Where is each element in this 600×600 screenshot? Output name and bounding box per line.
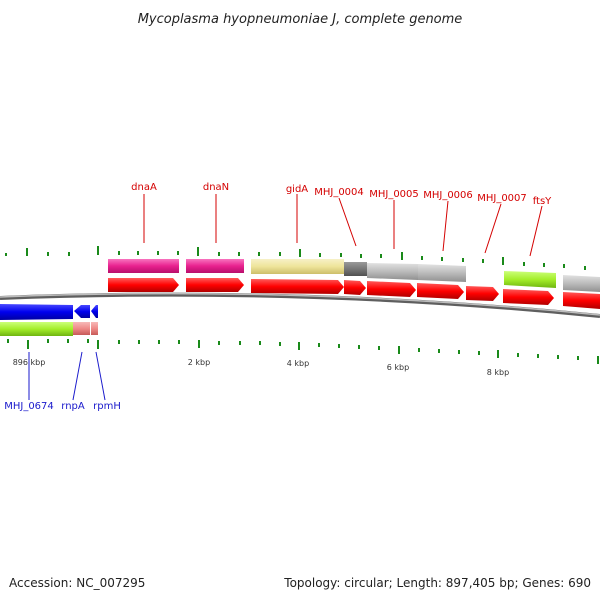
genome-summary-text: Topology: circular; Length: 897,405 bp; …	[284, 576, 591, 590]
cds-next[interactable]	[563, 292, 600, 309]
cog-block-next	[563, 275, 600, 292]
cog-block-ftsY	[504, 271, 556, 288]
cds-MHJ_0004[interactable]	[344, 280, 366, 295]
cds-MHJ_0006[interactable]	[417, 283, 464, 299]
cds-MHJ_0674[interactable]	[0, 304, 73, 320]
reverse-gene-labels	[28, 351, 106, 401]
cog-block-MHJ_0006	[418, 264, 466, 282]
forward-gene-labels	[143, 194, 543, 257]
cog-block-MHJ_0005	[367, 263, 418, 280]
gene-label-dnaN[interactable]: dnaN	[203, 182, 229, 193]
cds-gidA[interactable]	[251, 279, 344, 294]
map-title: Mycoplasma hyopneumoniae J, complete gen…	[138, 12, 463, 27]
tick-marks-outer	[5, 246, 586, 270]
gene-label-MHJ_0007[interactable]: MHJ_0007	[477, 193, 527, 204]
gene-label-MHJ_0004[interactable]: MHJ_0004	[314, 187, 364, 198]
tick-marks-inner	[7, 339, 599, 364]
gene-label-MHJ_0005[interactable]: MHJ_0005	[369, 189, 419, 200]
cds-rnpA[interactable]	[74, 305, 90, 318]
forward-gene-label-text: dnaA dnaN gidA MHJ_0004 MHJ_0005 MHJ_000…	[131, 182, 552, 207]
cog-block-rnpA	[73, 322, 90, 335]
cds-ftsY[interactable]	[503, 289, 554, 305]
gene-label-rpmH[interactable]: rpmH	[93, 401, 121, 412]
tick-label-2kbp: 2 kbp	[188, 358, 210, 367]
cog-block-rpmH	[91, 322, 98, 335]
cds-track-forward	[108, 278, 600, 309]
gene-label-gidA[interactable]: gidA	[286, 184, 308, 195]
tick-label-4kbp: 4 kbp	[287, 359, 309, 368]
cog-block-gidA	[251, 259, 344, 274]
gene-label-rnpA[interactable]: rnpA	[61, 401, 85, 412]
gene-label-ftsY[interactable]: ftsY	[533, 196, 552, 207]
cds-dnaN[interactable]	[186, 278, 244, 292]
reverse-gene-label-text: MHJ_0674 rnpA rpmH	[4, 401, 121, 412]
tick-label-6kbp: 6 kbp	[387, 363, 409, 372]
gene-label-MHJ_0006[interactable]: MHJ_0006	[423, 190, 473, 201]
gene-label-dnaA[interactable]: dnaA	[131, 182, 157, 193]
cog-block-dnaN	[186, 259, 244, 273]
cog-block-MHJ_0674	[0, 322, 73, 336]
cds-dnaA[interactable]	[108, 278, 179, 292]
cog-block-dnaA	[108, 259, 179, 273]
accession-text: Accession: NC_007295	[9, 576, 146, 590]
genome-backbone	[0, 292, 600, 318]
scale-labels: 896 kbp 2 kbp 4 kbp 6 kbp 8 kbp	[13, 358, 510, 377]
cog-band-forward	[108, 259, 600, 292]
tick-label-8kbp: 8 kbp	[487, 368, 509, 377]
gene-label-MHJ_0674[interactable]: MHJ_0674	[4, 401, 54, 412]
cds-MHJ_0005[interactable]	[367, 281, 416, 297]
cds-track-reverse	[0, 304, 98, 320]
genome-backbone-highlight	[0, 292, 600, 316]
cog-band-reverse	[0, 322, 98, 336]
cds-MHJ_0007[interactable]	[466, 286, 499, 301]
cds-rpmH[interactable]	[91, 305, 98, 318]
cog-block-MHJ_0004	[344, 262, 367, 276]
